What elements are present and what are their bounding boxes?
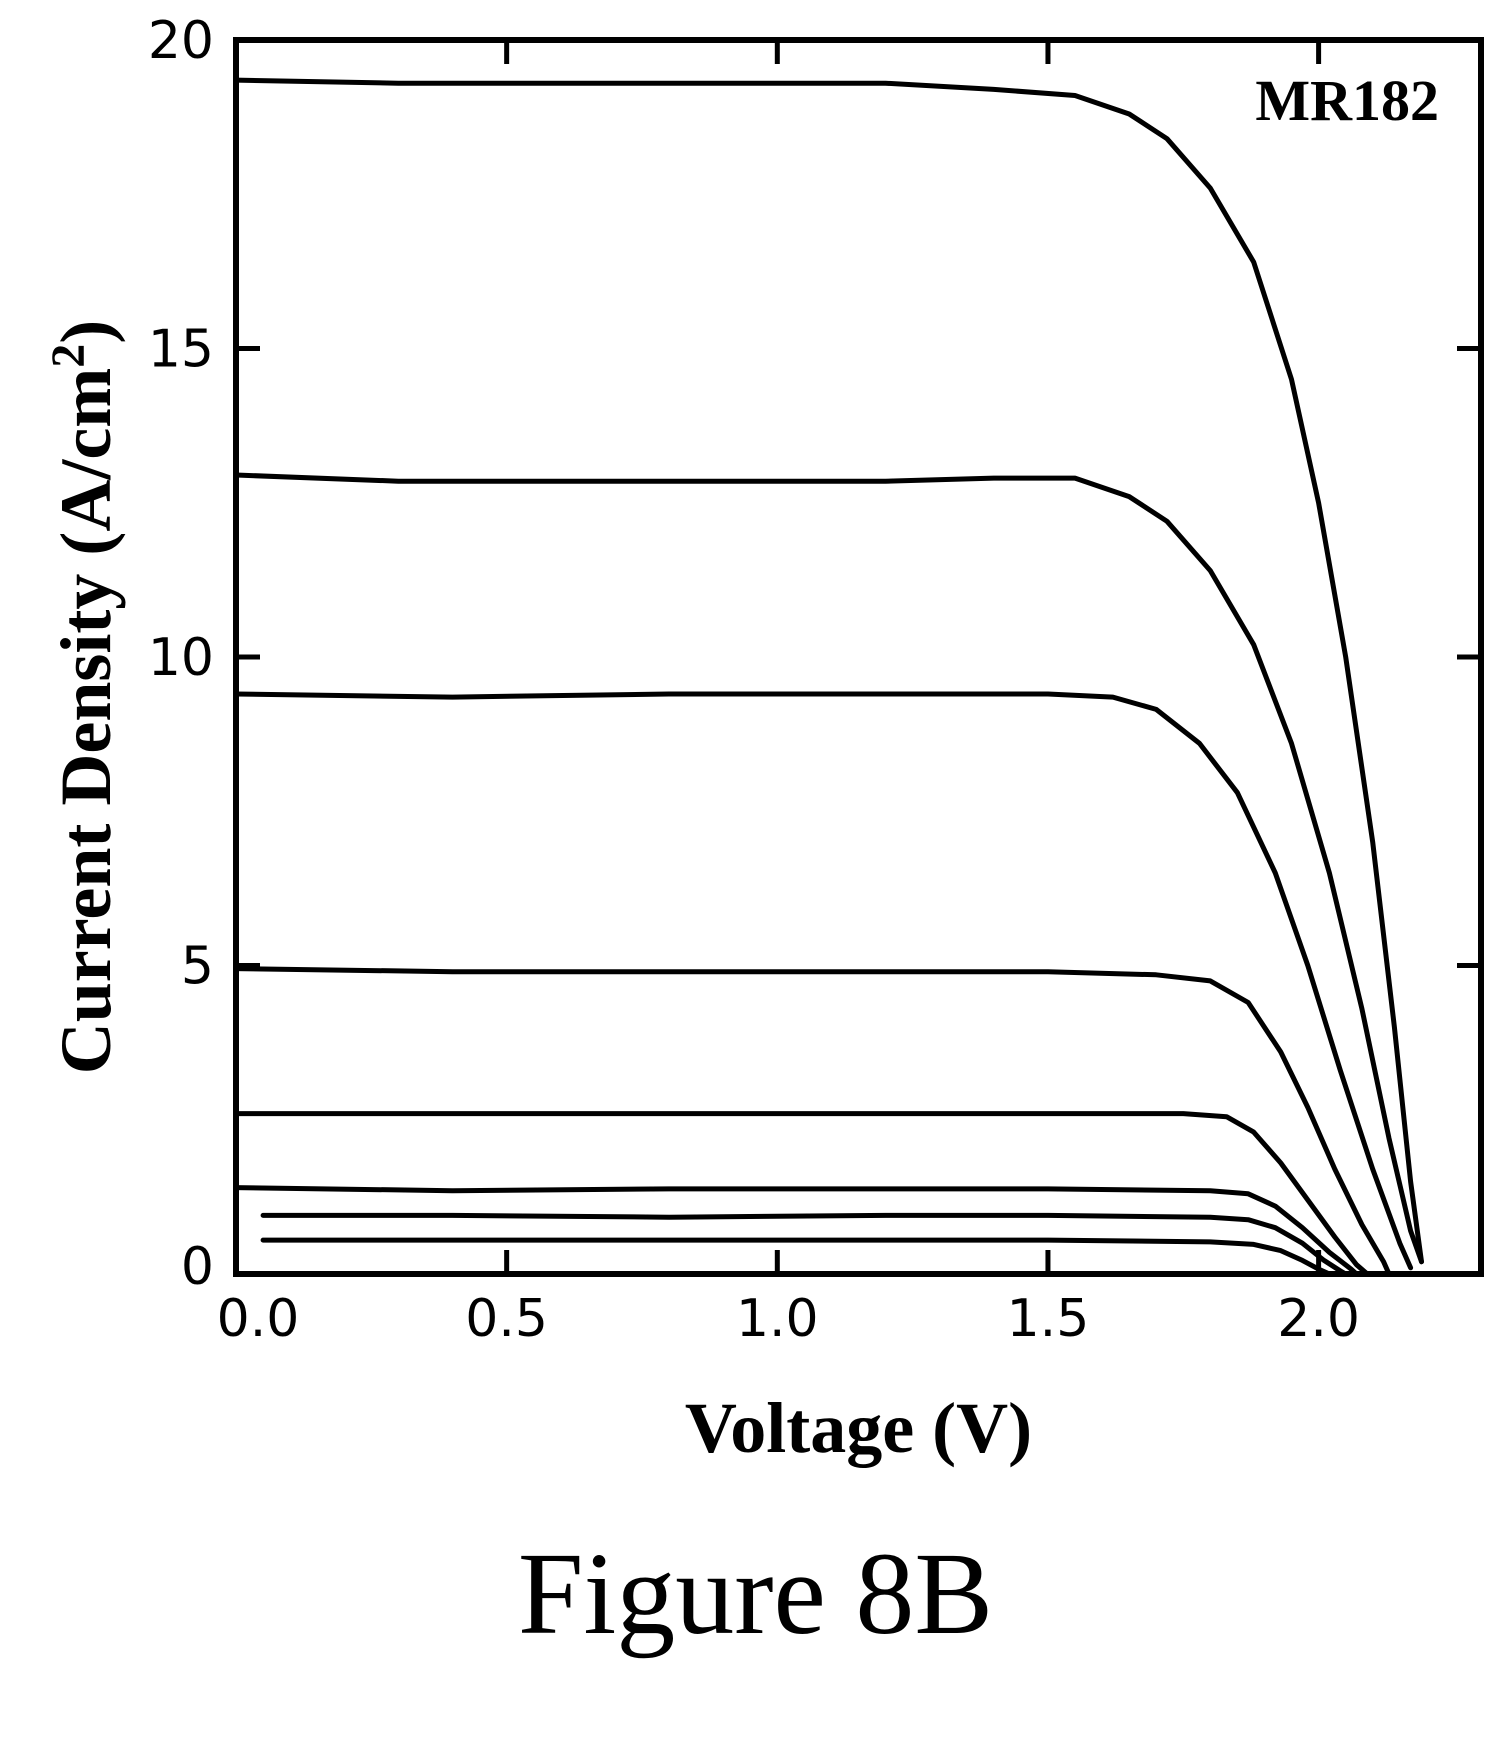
y-tick-label: 10 (148, 628, 214, 688)
series-line-1 (233, 77, 1424, 1265)
series-line-3 (233, 691, 1414, 1271)
x-tick-label: 2.0 (1277, 1289, 1360, 1349)
y-tick-label: 0 (181, 1237, 214, 1297)
x-axis-title: Voltage (V) (685, 1388, 1032, 1468)
x-tick-label: 0.0 (217, 1289, 300, 1349)
y-axis-title-close: ) (46, 320, 126, 344)
y-tick-label: 20 (148, 11, 214, 71)
series-line-6 (233, 1185, 1359, 1277)
y-axis-title-main: Current Density (A/cm (46, 368, 126, 1075)
figure-caption: Figure 8B (517, 1528, 994, 1659)
tick-layer: 0.0 0.5 1.0 1.5 2.0 0 5 10 15 20 (148, 11, 1481, 1349)
series-line-4 (233, 966, 1392, 1277)
x-tick-label: 0.5 (465, 1289, 548, 1349)
chart-annotation: MR182 (1255, 68, 1439, 133)
series-line-8 (260, 1237, 1332, 1277)
series-line-5 (233, 1111, 1370, 1277)
y-tick-label: 15 (148, 320, 214, 380)
plot-frame (233, 37, 1484, 1277)
series-line-7 (260, 1212, 1349, 1277)
iv-chart: 0.0 0.5 1.0 1.5 2.0 0 5 10 15 20 MR182 Voltage (V… (42, 11, 1484, 1468)
series-line-2 (233, 472, 1424, 1265)
x-tick-label: 1.5 (1007, 1289, 1090, 1349)
x-tick-label: 1.0 (736, 1289, 819, 1349)
series-layer (233, 77, 1424, 1277)
y-axis-title-sup: 2 (42, 344, 95, 368)
y-axis-title: Current Density (A/cm2) (42, 320, 127, 1075)
y-tick-label: 5 (181, 937, 214, 997)
